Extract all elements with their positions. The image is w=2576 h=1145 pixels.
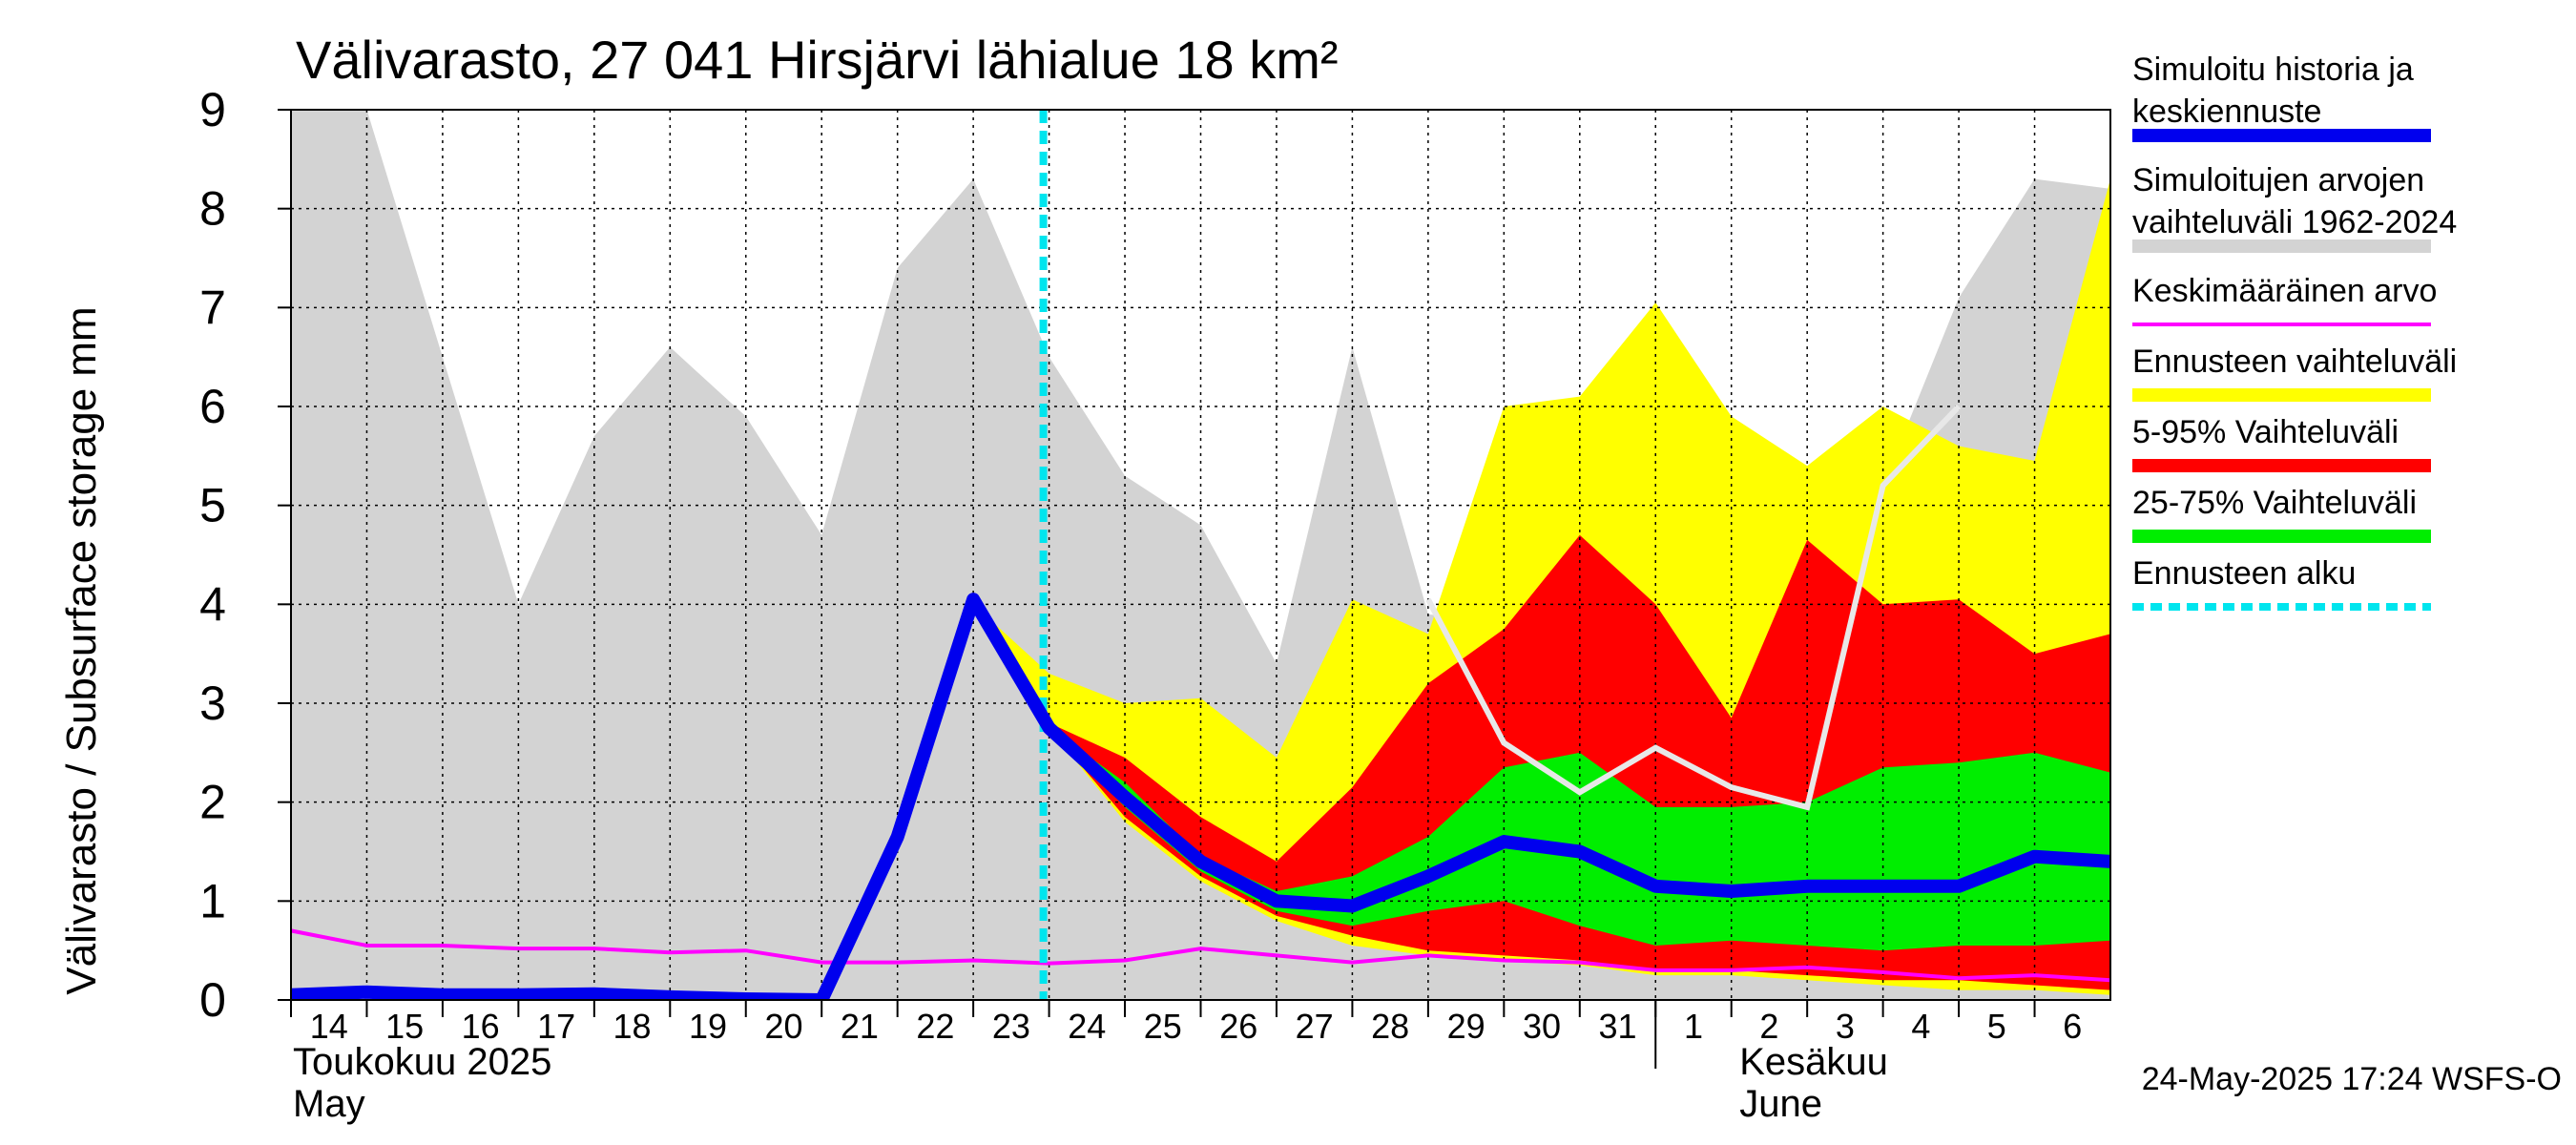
month-label-primary: Toukokuu 2025 [293, 1041, 551, 1083]
legend-entry-label: Keskimääräinen arvo [2132, 273, 2437, 309]
chart-title: Välivarasto, 27 041 Hirsjärvi lähialue 1… [296, 30, 1339, 90]
legend: Simuloitu historia ja keskiennuste Simuloi… [2132, 52, 2457, 611]
legend-entry-label: Simuloitujen arvojen [2132, 162, 2424, 198]
x-tick-label: 24 [1068, 1007, 1106, 1046]
x-tick-label: 21 [841, 1007, 879, 1046]
x-tick-label: 22 [916, 1007, 954, 1046]
x-tick-label: 14 [310, 1007, 348, 1046]
y-tick-label: 5 [199, 479, 226, 532]
x-tick-label: 23 [992, 1007, 1030, 1046]
y-tick-label: 6 [199, 380, 226, 433]
month-label-secondary: June [1739, 1083, 1822, 1125]
legend-entry-label: 25-75% Vaihteluväli [2132, 485, 2417, 521]
y-tick-label: 1 [199, 874, 226, 927]
legend-entry-label-line2: vaihteluväli 1962-2024 [2132, 204, 2457, 240]
y-tick-label: 3 [199, 677, 226, 730]
legend-entry-label: Ennusteen alku [2132, 555, 2356, 592]
x-tick-label: 15 [385, 1007, 424, 1046]
legend-entry-label: Simuloitu historia ja [2132, 52, 2414, 88]
month-label-primary: Kesäkuu [1739, 1041, 1888, 1083]
x-tick-label: 17 [537, 1007, 575, 1046]
x-axis: 14 15 16 17 18 19 20 21 22 23 24 25 26 27 28 29 30 31 1 2 3 4… [290, 1000, 2082, 1125]
legend-entry-label: 5-95% Vaihteluväli [2132, 414, 2399, 450]
x-tick-label: 29 [1447, 1007, 1485, 1046]
y-axis: 0 1 2 3 4 5 6 7 8 9 [199, 83, 291, 1027]
month-label-secondary: May [293, 1083, 365, 1125]
y-tick-label: 9 [199, 83, 226, 136]
y-tick-label: 8 [199, 182, 226, 236]
x-tick-label: 25 [1144, 1007, 1182, 1046]
x-tick-label: 1 [1684, 1007, 1703, 1046]
y-tick-label: 7 [199, 281, 226, 334]
y-tick-label: 0 [199, 973, 226, 1027]
x-tick-label: 19 [689, 1007, 727, 1046]
x-tick-label: 3 [1836, 1007, 1855, 1046]
x-tick-label: 18 [613, 1007, 652, 1046]
y-tick-label: 2 [199, 776, 226, 829]
simulated-history-line [291, 593, 2110, 1000]
band-25-75-area [1049, 727, 2110, 951]
x-tick-label: 5 [1987, 1007, 2006, 1046]
x-tick-label: 6 [2063, 1007, 2082, 1046]
plot-area [290, 109, 2111, 1001]
x-tick-label: 2 [1759, 1007, 1778, 1046]
x-tick-label: 4 [1911, 1007, 1930, 1046]
x-tick-label: 30 [1523, 1007, 1561, 1046]
mean-value-line [291, 928, 2110, 983]
x-tick-label: 16 [462, 1007, 500, 1046]
footer-timestamp: 24-May-2025 17:24 WSFS-O [2142, 1061, 2562, 1097]
y-axis-label: Välivarasto / Subsurface storage mm [58, 306, 105, 994]
x-tick-label: 31 [1598, 1007, 1636, 1046]
x-tick-label: 28 [1371, 1007, 1409, 1046]
legend-entry-label: Ennusteen vaihteluväli [2132, 344, 2457, 380]
y-tick-label: 4 [199, 577, 226, 631]
x-tick-label: 20 [764, 1007, 802, 1046]
light-trace-line [1425, 404, 1962, 811]
plot-content [291, 110, 2110, 1000]
x-tick-label: 27 [1296, 1007, 1334, 1046]
x-tick-label: 26 [1219, 1007, 1257, 1046]
legend-entry-label-line2: keskiennuste [2132, 94, 2321, 130]
